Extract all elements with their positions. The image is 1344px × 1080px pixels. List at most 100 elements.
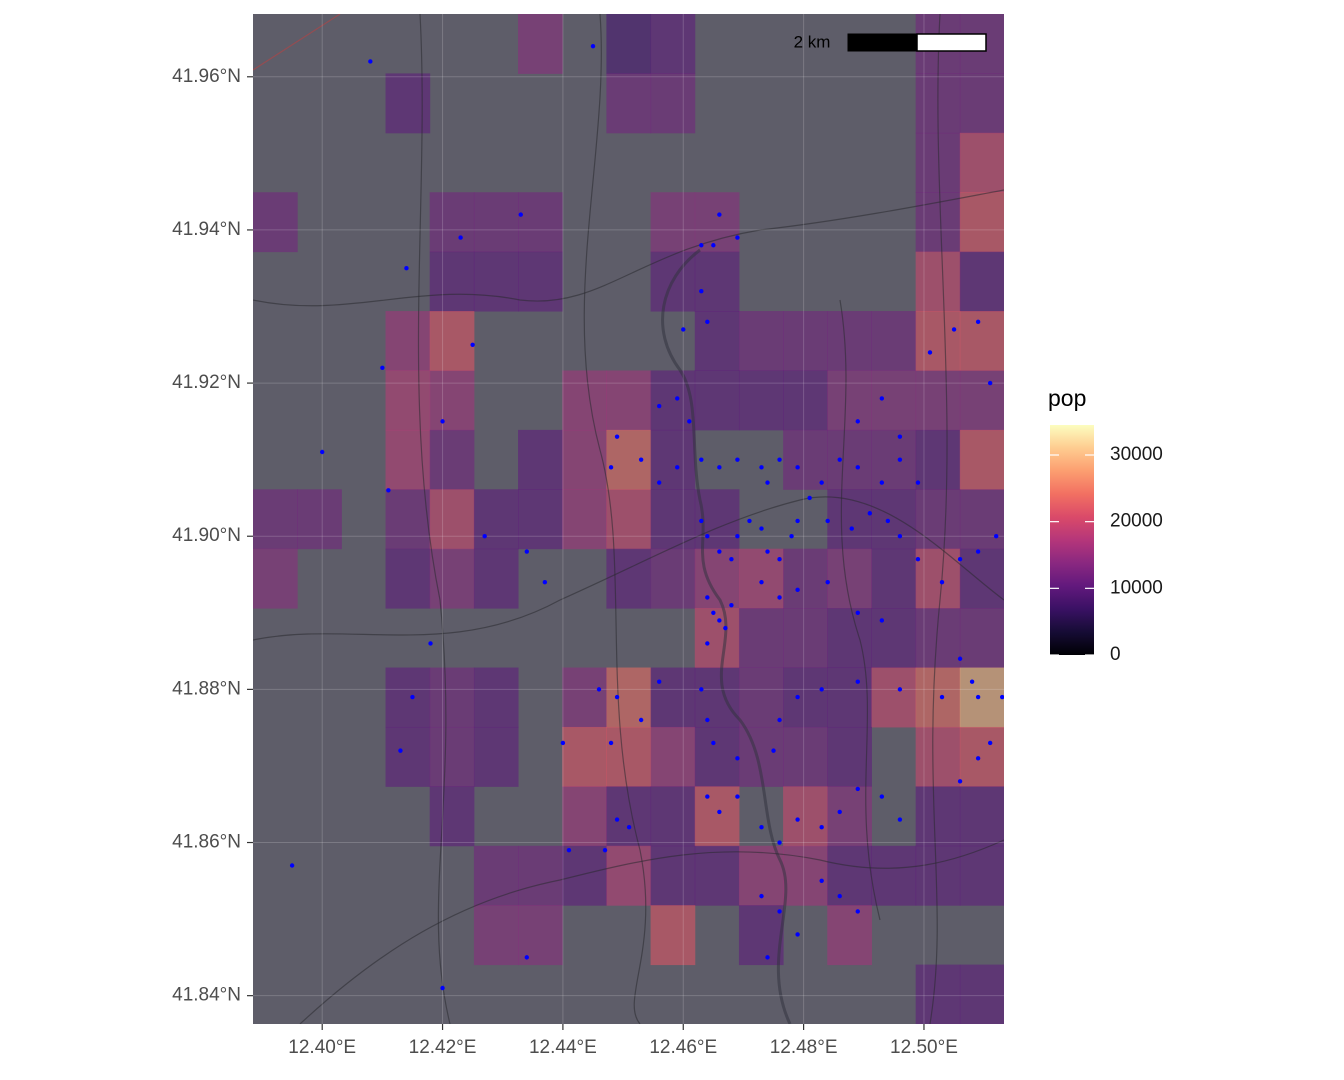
point xyxy=(777,909,782,914)
raster-cell xyxy=(959,192,1004,253)
point xyxy=(897,434,903,439)
raster-cell xyxy=(959,132,1004,193)
point xyxy=(795,817,800,822)
point xyxy=(897,457,903,462)
raster-cell xyxy=(827,726,872,787)
point xyxy=(795,587,800,593)
raster-cell xyxy=(606,73,652,134)
raster-cell xyxy=(473,845,519,906)
raster-cell xyxy=(915,964,961,1024)
raster-cell xyxy=(959,73,1004,134)
point xyxy=(987,740,993,746)
scale-bar-segment xyxy=(916,33,987,52)
point xyxy=(795,518,800,524)
point xyxy=(699,687,704,692)
road-layer xyxy=(253,14,1004,1024)
raster-cell xyxy=(253,192,298,253)
raster-cell xyxy=(562,370,607,431)
point xyxy=(867,511,873,516)
point xyxy=(993,534,999,539)
colorbar xyxy=(1050,425,1094,655)
raster-cell xyxy=(783,311,828,371)
raster-cell xyxy=(694,192,740,253)
point xyxy=(608,740,614,746)
road xyxy=(299,839,1004,1024)
point xyxy=(777,557,782,562)
point xyxy=(735,457,740,462)
y-tick-label: 41.90°N xyxy=(172,525,241,546)
raster-cell xyxy=(429,370,475,431)
raster-cell xyxy=(959,608,1004,669)
point xyxy=(602,847,608,853)
point xyxy=(855,610,860,616)
road xyxy=(253,189,1004,307)
point xyxy=(705,641,710,646)
raster-cell xyxy=(385,429,431,490)
point xyxy=(608,465,614,470)
raster-cell xyxy=(518,14,563,74)
point xyxy=(614,817,620,822)
raster-cell xyxy=(871,608,917,669)
point xyxy=(825,579,830,585)
raster-cell xyxy=(253,548,298,609)
point xyxy=(542,579,548,585)
raster-cell xyxy=(650,73,696,134)
raster-cell xyxy=(650,489,696,550)
point xyxy=(897,534,903,539)
point xyxy=(675,396,680,401)
point xyxy=(837,893,842,899)
raster-cell xyxy=(915,845,961,906)
point xyxy=(855,786,860,792)
point xyxy=(681,327,686,332)
point xyxy=(759,893,764,899)
raster-cell xyxy=(650,14,696,74)
raster-cell xyxy=(959,845,1004,906)
point xyxy=(957,557,963,562)
raster-cell xyxy=(429,251,475,312)
raster-cell xyxy=(871,370,917,431)
raster-cell xyxy=(959,489,1004,550)
point xyxy=(687,419,692,424)
raster-cell xyxy=(518,429,563,490)
raster-cell xyxy=(562,726,607,787)
point xyxy=(879,794,885,799)
point xyxy=(711,610,716,616)
point xyxy=(897,687,903,692)
raster-cell xyxy=(429,429,475,490)
point xyxy=(735,534,740,539)
point xyxy=(855,419,860,424)
raster-cell xyxy=(650,429,696,490)
y-tick-label: 41.92°N xyxy=(172,372,241,393)
legend-tick-label: 30000 xyxy=(1110,444,1163,465)
point xyxy=(879,396,885,401)
raster-cell xyxy=(385,726,431,787)
raster-cell xyxy=(959,786,1004,847)
raster-cell xyxy=(562,667,607,728)
point xyxy=(404,266,409,271)
point xyxy=(717,212,722,217)
point xyxy=(777,457,782,462)
raster-cell xyxy=(385,311,431,371)
raster-cell xyxy=(518,251,563,312)
point xyxy=(987,380,993,386)
raster-cell xyxy=(827,489,872,550)
point xyxy=(915,557,921,562)
point xyxy=(656,480,662,485)
legend-title: pop xyxy=(1048,385,1086,411)
raster-cell xyxy=(871,489,917,550)
raster-cell xyxy=(738,370,784,431)
raster-cell xyxy=(650,192,696,253)
point xyxy=(777,595,782,600)
raster-cell xyxy=(606,726,652,787)
point xyxy=(705,319,710,325)
raster-cell xyxy=(694,370,740,431)
raster-cell xyxy=(694,608,740,669)
raster-cell xyxy=(827,667,872,728)
point xyxy=(518,212,523,217)
road xyxy=(929,14,948,1024)
point xyxy=(638,457,644,462)
point xyxy=(596,687,602,692)
point xyxy=(717,809,722,815)
point xyxy=(759,526,764,531)
